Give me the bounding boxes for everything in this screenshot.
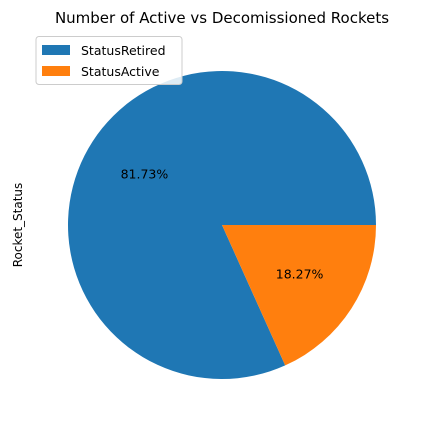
- legend-label-retired: StatusRetired: [81, 43, 166, 58]
- pie-percent-label-statusactive: 18.27%: [276, 267, 324, 282]
- pie-percent-label-statusretired: 81.73%: [121, 166, 169, 181]
- pie-slice-statusretired: [67, 71, 376, 380]
- pie-percent-labels: 81.73% 18.27%: [121, 166, 324, 281]
- legend-swatch-active: [42, 66, 70, 76]
- legend-frame: [35, 36, 183, 85]
- legend-label-active: StatusActive: [81, 64, 160, 79]
- chart-title: Number of Active vs Decomissioned Rocket…: [55, 9, 389, 27]
- pie-slices: [67, 71, 376, 380]
- pie-slice-statusactive: [222, 225, 376, 366]
- y-axis-label: Rocket_Status: [11, 183, 25, 268]
- legend-swatch-retired: [42, 45, 70, 55]
- legend: StatusRetired StatusActive: [35, 36, 183, 85]
